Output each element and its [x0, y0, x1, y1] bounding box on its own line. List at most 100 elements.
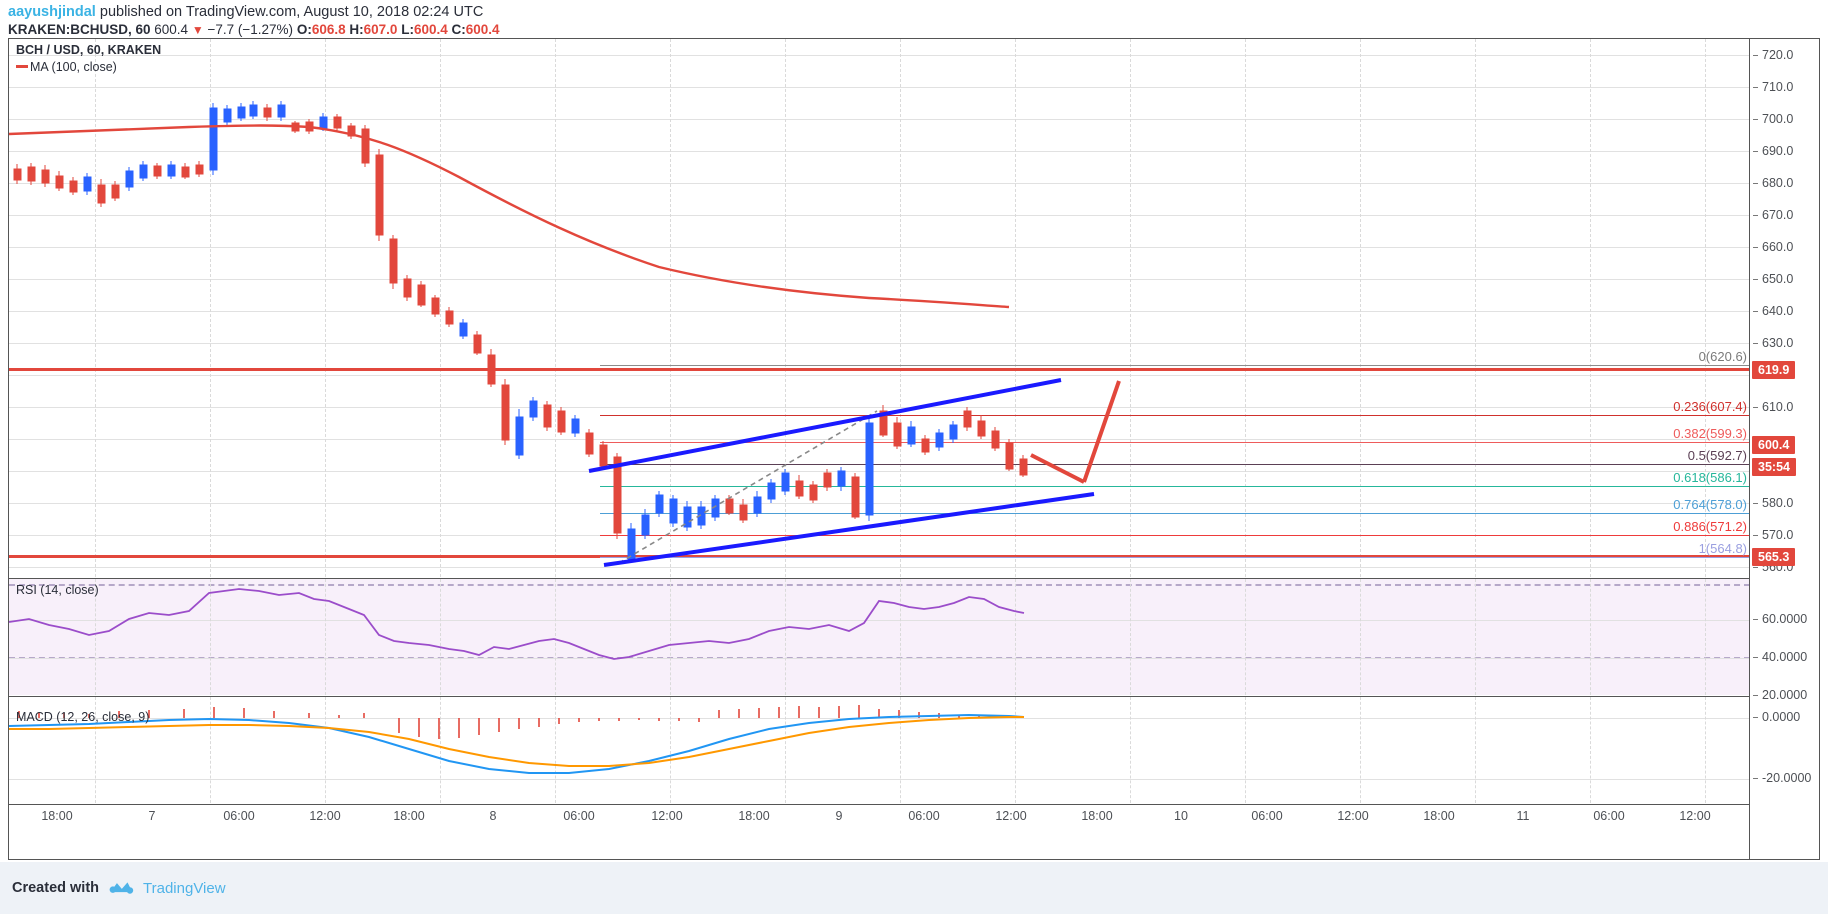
xtick-11: 12:00 — [995, 809, 1027, 823]
fib-line-886 — [600, 535, 1750, 536]
tradingview-brand-link[interactable]: TradingView — [143, 879, 226, 897]
ma-legend: MA (100, close) — [16, 60, 117, 74]
fib-line-1 — [600, 557, 1750, 558]
rsi-tick-60: 60.0000 — [1752, 612, 1808, 626]
macd-histogram — [18, 705, 1000, 739]
channel-lower-trendline — [603, 492, 1095, 567]
macd-line — [9, 713, 1025, 774]
fib-line-0 — [600, 365, 1750, 366]
xtick-4: 18:00 — [393, 809, 425, 823]
xtick-5: 8 — [489, 809, 497, 823]
forecast-up-leg — [1082, 380, 1121, 483]
xtick-18: 06:00 — [1593, 809, 1625, 823]
fib-line-236 — [600, 415, 1750, 416]
xtick-15: 12:00 — [1337, 809, 1369, 823]
rsi-legend-label: RSI (14, close) — [16, 583, 99, 597]
rsi-overbought-line — [9, 584, 1750, 586]
fib-line-500 — [600, 464, 1750, 465]
rsi-pane[interactable]: RSI (14, close) — [9, 578, 1750, 695]
rsi-tick-40: 40.0000 — [1752, 650, 1808, 664]
rsi-line — [9, 588, 1025, 660]
xtick-2: 06:00 — [223, 809, 255, 823]
quote-line: KRAKEN:BCHUSD, 60 600.4 ▼ −7.7 (−1.27%) … — [8, 21, 1828, 39]
xtick-17: 11 — [1516, 809, 1530, 823]
rsi-series-svg — [9, 588, 1025, 660]
xtick-10: 06:00 — [908, 809, 940, 823]
fib-line-764 — [600, 513, 1750, 514]
price-axis[interactable]: 720.0 710.0 700.0 690.0 680.0 670.0 660.… — [1749, 39, 1819, 859]
footer-bar: Created with TradingView — [0, 862, 1828, 914]
ma-color-swatch — [16, 65, 28, 69]
xtick-0: 18:00 — [41, 809, 73, 823]
ytick-610: 610.0 — [1752, 400, 1794, 414]
price-pane[interactable]: BCH / USD, 60, KRAKEN MA (100, close) — [9, 39, 1750, 577]
resistance-line-619 — [9, 368, 1750, 371]
author-link[interactable]: aayushjindal — [8, 4, 96, 20]
chart-header: aayushjindal published on TradingView.co… — [0, 0, 1828, 38]
created-with-label: Created with — [12, 880, 100, 896]
ytick-690: 690.0 — [1752, 144, 1794, 158]
fib-label-500: 0.5(592.7) — [1687, 448, 1747, 463]
macd-pane[interactable]: MACD (12, 26, close, 9) — [9, 696, 1750, 803]
xtick-13: 10 — [1174, 809, 1188, 823]
chart-frame[interactable]: BCH / USD, 60, KRAKEN MA (100, close) — [8, 38, 1820, 860]
ytick-720: 720.0 — [1752, 48, 1794, 62]
macd-signal-line — [9, 716, 1024, 767]
inner-trendline — [618, 410, 878, 564]
fib-label-236: 0.236(607.4) — [1673, 399, 1747, 414]
ytick-570: 570.0 — [1752, 528, 1794, 542]
countdown-label: 35:54 — [1752, 458, 1796, 476]
fib-label-618: 0.618(586.1) — [1673, 470, 1747, 485]
ytick-580: 580.0 — [1752, 496, 1794, 510]
rsi-legend: RSI (14, close) — [16, 583, 99, 597]
ma-legend-label: MA (100, close) — [30, 60, 117, 74]
xtick-7: 12:00 — [651, 809, 683, 823]
fib-line-618 — [600, 486, 1750, 487]
low-value: 600.4 — [413, 22, 448, 37]
last-price: 600.4 — [154, 22, 189, 37]
macd-legend-label: MACD (12, 26, close, 9) — [16, 710, 150, 724]
xtick-1: 7 — [148, 809, 156, 823]
xtick-6: 06:00 — [563, 809, 595, 823]
candlestick-series — [13, 101, 1028, 563]
publish-text: published on TradingView.com, August 10,… — [99, 4, 484, 20]
ytick-700: 700.0 — [1752, 112, 1794, 126]
ytick-670: 670.0 — [1752, 208, 1794, 222]
high-value: 607.0 — [363, 22, 398, 37]
channel-upper-trendline — [588, 378, 1062, 473]
xtick-12: 18:00 — [1081, 809, 1113, 823]
close-value: 600.4 — [465, 22, 500, 37]
tradingview-logo-icon — [109, 882, 134, 894]
price-change: −7.7 (−1.27%) — [207, 22, 294, 37]
xtick-3: 12:00 — [309, 809, 341, 823]
price-series-svg — [9, 101, 1121, 567]
macd-legend: MACD (12, 26, close, 9) — [16, 710, 149, 724]
fib-label-382: 0.382(599.3) — [1673, 426, 1747, 441]
macd-tick-0: 0.0000 — [1752, 710, 1801, 724]
ytick-630: 630.0 — [1752, 336, 1794, 350]
price-label-619: 619.9 — [1752, 361, 1796, 379]
publish-line: aayushjindal published on TradingView.co… — [8, 3, 1828, 21]
support-line-565 — [9, 555, 1750, 558]
fib-label-764: 0.764(578.0) — [1673, 497, 1747, 512]
rsi-background — [9, 579, 1750, 695]
ytick-660: 660.0 — [1752, 240, 1794, 254]
xtick-14: 06:00 — [1251, 809, 1283, 823]
high-label: H: — [349, 22, 364, 37]
fib-label-1: 1(564.8) — [1698, 541, 1747, 556]
xtick-19: 12:00 — [1679, 809, 1711, 823]
ytick-680: 680.0 — [1752, 176, 1794, 190]
open-label: O: — [296, 22, 312, 37]
price-legend-title: BCH / USD, 60, KRAKEN — [16, 43, 162, 57]
macd-series-svg — [9, 705, 1025, 774]
fib-label-886: 0.886(571.2) — [1673, 519, 1747, 534]
ma-100-line — [9, 124, 1010, 309]
price-pane-legend: BCH / USD, 60, KRAKEN — [16, 43, 161, 57]
open-value: 606.8 — [311, 22, 346, 37]
price-label-565: 565.3 — [1752, 548, 1796, 566]
rsi-tick-20: 20.0000 — [1752, 688, 1808, 702]
ytick-640: 640.0 — [1752, 304, 1794, 318]
symbol-label[interactable]: KRAKEN:BCHUSD, 60 — [8, 22, 151, 37]
time-axis[interactable]: 18:00 7 06:00 12:00 18:00 8 06:00 12:00 … — [9, 804, 1750, 859]
